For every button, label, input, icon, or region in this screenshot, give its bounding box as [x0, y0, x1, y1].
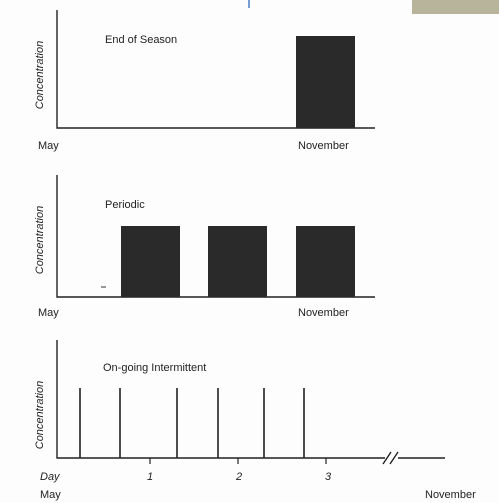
x-label: May	[38, 140, 59, 152]
bottom-label: November	[425, 489, 476, 501]
x-label: May	[38, 307, 59, 319]
bottom-label: May	[40, 489, 61, 501]
decor-corner	[412, 0, 499, 14]
x-label: 1	[147, 471, 153, 483]
x-label: 3	[325, 471, 332, 483]
bar	[121, 226, 180, 297]
figure: Concentration End of Season May November…	[0, 0, 499, 503]
x-label: 2	[235, 471, 242, 483]
bar	[296, 36, 355, 128]
panel-title: On-going Intermittent	[103, 362, 206, 374]
bar	[296, 226, 355, 297]
x-label: November	[298, 307, 349, 319]
y-axis-label: Concentration	[34, 206, 46, 275]
x-label: Day	[40, 471, 61, 483]
y-axis-label: Concentration	[34, 41, 46, 110]
x-label: November	[298, 140, 349, 152]
panel-title: End of Season	[105, 34, 177, 46]
y-axis-label: Concentration	[34, 381, 46, 450]
panel-title: Periodic	[105, 199, 145, 211]
bar	[208, 226, 267, 297]
